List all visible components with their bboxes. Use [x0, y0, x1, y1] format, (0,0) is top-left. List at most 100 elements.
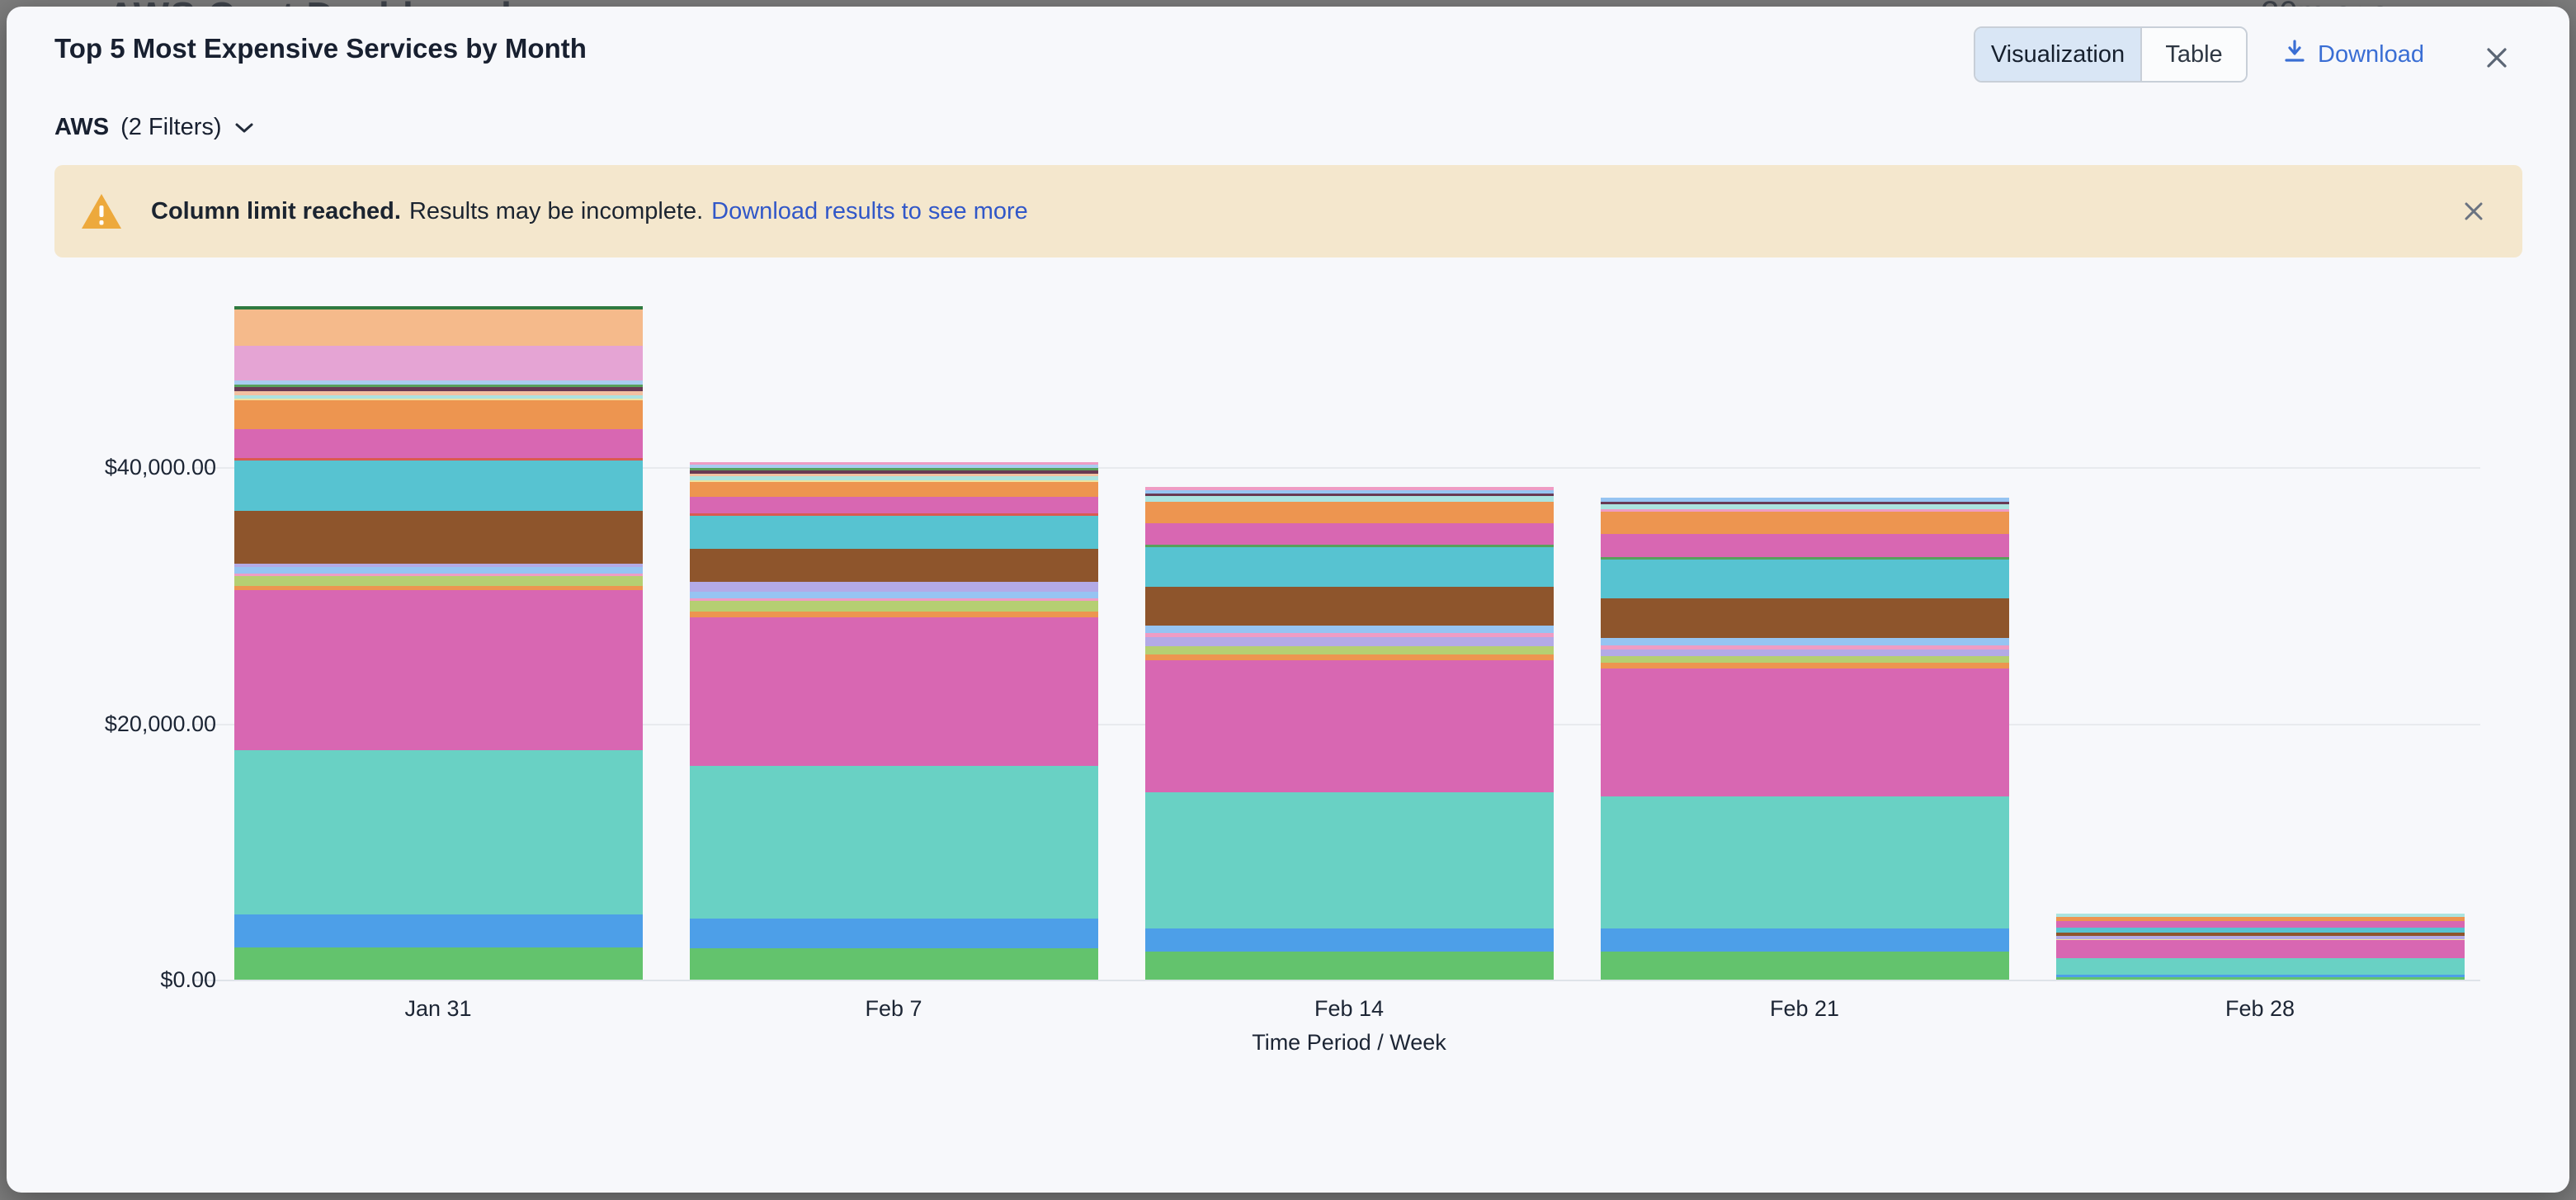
bar-segment[interactable]: [234, 398, 643, 400]
bar-segment[interactable]: [689, 482, 1098, 498]
filter-dropdown[interactable]: AWS (2 Filters): [54, 114, 255, 141]
bar-segment[interactable]: [1144, 545, 1554, 548]
bar-segment[interactable]: [234, 576, 643, 587]
bar-segment[interactable]: [689, 598, 1098, 602]
bar-segment[interactable]: [689, 462, 1098, 465]
bar-segment[interactable]: [1144, 654, 1554, 661]
bar-segment[interactable]: [234, 914, 643, 948]
bar-segment[interactable]: [1600, 557, 2009, 560]
bar-segment[interactable]: [1600, 509, 2009, 513]
bar-segment[interactable]: [1144, 792, 1554, 929]
bar-segment[interactable]: [2055, 939, 2465, 941]
bar-segment[interactable]: [234, 399, 643, 429]
bar-segment[interactable]: [2055, 975, 2465, 978]
download-button[interactable]: Download: [2281, 26, 2424, 83]
bar-segment[interactable]: [1600, 669, 2009, 797]
bar-segment[interactable]: [689, 947, 1098, 980]
bar-segment[interactable]: [1144, 633, 1554, 638]
bar-segment[interactable]: [234, 380, 643, 385]
bar-segment[interactable]: [1144, 487, 1554, 491]
bar-segment[interactable]: [234, 345, 643, 380]
bar-segment[interactable]: [234, 394, 643, 399]
bar-segment[interactable]: [1144, 646, 1554, 655]
bar-segment[interactable]: [2055, 913, 2465, 917]
bar-segment[interactable]: [234, 309, 643, 346]
bar-segment[interactable]: [689, 468, 1098, 471]
bar-segment[interactable]: [1144, 951, 1554, 980]
bar-segment[interactable]: [234, 390, 643, 395]
bar-segment[interactable]: [689, 592, 1098, 599]
bar-segment[interactable]: [234, 574, 643, 577]
tab-table[interactable]: Table: [2140, 28, 2246, 81]
bar-segment[interactable]: [2055, 932, 2465, 936]
close-button[interactable]: [2480, 41, 2513, 74]
bar-segment[interactable]: [1600, 598, 2009, 639]
bar-segment[interactable]: [1144, 502, 1554, 524]
bar-segment[interactable]: [1600, 498, 2009, 503]
bar-segment[interactable]: [2055, 977, 2465, 980]
banner-download-link[interactable]: Download results to see more: [711, 197, 1028, 224]
bar-feb-7: [689, 462, 1098, 980]
bar-segment[interactable]: [689, 918, 1098, 948]
tab-visualization[interactable]: Visualization: [1975, 28, 2140, 81]
bar-segment[interactable]: [234, 586, 643, 591]
bar-segment[interactable]: [689, 617, 1098, 767]
bar-segment[interactable]: [689, 470, 1098, 475]
bar-segment[interactable]: [1144, 496, 1554, 503]
bar-segment[interactable]: [1144, 494, 1554, 497]
bar-segment[interactable]: [2055, 916, 2465, 921]
bar-segment[interactable]: [689, 766, 1098, 919]
bar-segment[interactable]: [1144, 660, 1554, 792]
bar-segment[interactable]: [689, 582, 1098, 593]
bar-segment[interactable]: [1600, 560, 2009, 599]
bar-segment[interactable]: [1600, 502, 2009, 505]
bar-segment[interactable]: [1144, 490, 1554, 494]
bar-segment[interactable]: [1144, 626, 1554, 634]
bar-segment[interactable]: [234, 567, 643, 574]
bar-segment[interactable]: [1144, 547, 1554, 588]
bar-segment[interactable]: [689, 612, 1098, 618]
bar-segment[interactable]: [234, 386, 643, 391]
bar-segment[interactable]: [234, 457, 643, 461]
bar-segment[interactable]: [1600, 645, 2009, 650]
bar-segment[interactable]: [689, 476, 1098, 481]
bar-segment[interactable]: [1144, 928, 1554, 952]
bar-segment[interactable]: [1600, 504, 2009, 510]
bar-segment[interactable]: [689, 601, 1098, 612]
bar-segment[interactable]: [2055, 935, 2465, 939]
bar-segment[interactable]: [1600, 650, 2009, 657]
bar-segment[interactable]: [1600, 928, 2009, 952]
bar-segment[interactable]: [1144, 587, 1554, 626]
bar-segment[interactable]: [234, 428, 643, 458]
bar-segment[interactable]: [234, 947, 643, 980]
bar-feb-21: [1600, 498, 2009, 980]
bar-segment[interactable]: [1600, 663, 2009, 669]
bar-segment[interactable]: [689, 480, 1098, 483]
bar-segment[interactable]: [1600, 512, 2009, 535]
bar-segment[interactable]: [2055, 940, 2465, 959]
bar-segment[interactable]: [2055, 920, 2465, 928]
bar-segment[interactable]: [234, 384, 643, 387]
bar-segment[interactable]: [689, 549, 1098, 583]
bar-segment[interactable]: [234, 511, 643, 565]
bar-segment[interactable]: [1600, 534, 2009, 558]
bar-segment[interactable]: [1144, 637, 1554, 647]
bar-segment[interactable]: [689, 516, 1098, 550]
bar-segment[interactable]: [234, 460, 643, 512]
bar-segment[interactable]: [234, 750, 643, 915]
bar-segment[interactable]: [234, 590, 643, 751]
bar-segment[interactable]: [234, 305, 643, 309]
banner-close-icon[interactable]: [2460, 197, 2488, 225]
bar-segment[interactable]: [2055, 958, 2465, 976]
bar-segment[interactable]: [689, 513, 1098, 517]
bar-segment[interactable]: [1144, 523, 1554, 546]
bar-segment[interactable]: [689, 465, 1098, 469]
bar-segment[interactable]: [234, 564, 643, 568]
bar-segment[interactable]: [689, 497, 1098, 514]
bar-segment[interactable]: [1600, 796, 2009, 929]
bar-segment[interactable]: [1600, 951, 2009, 980]
bar-segment[interactable]: [2055, 927, 2465, 933]
bar-segment[interactable]: [1600, 656, 2009, 664]
bar-segment[interactable]: [689, 474, 1098, 477]
bar-segment[interactable]: [1600, 638, 2009, 646]
